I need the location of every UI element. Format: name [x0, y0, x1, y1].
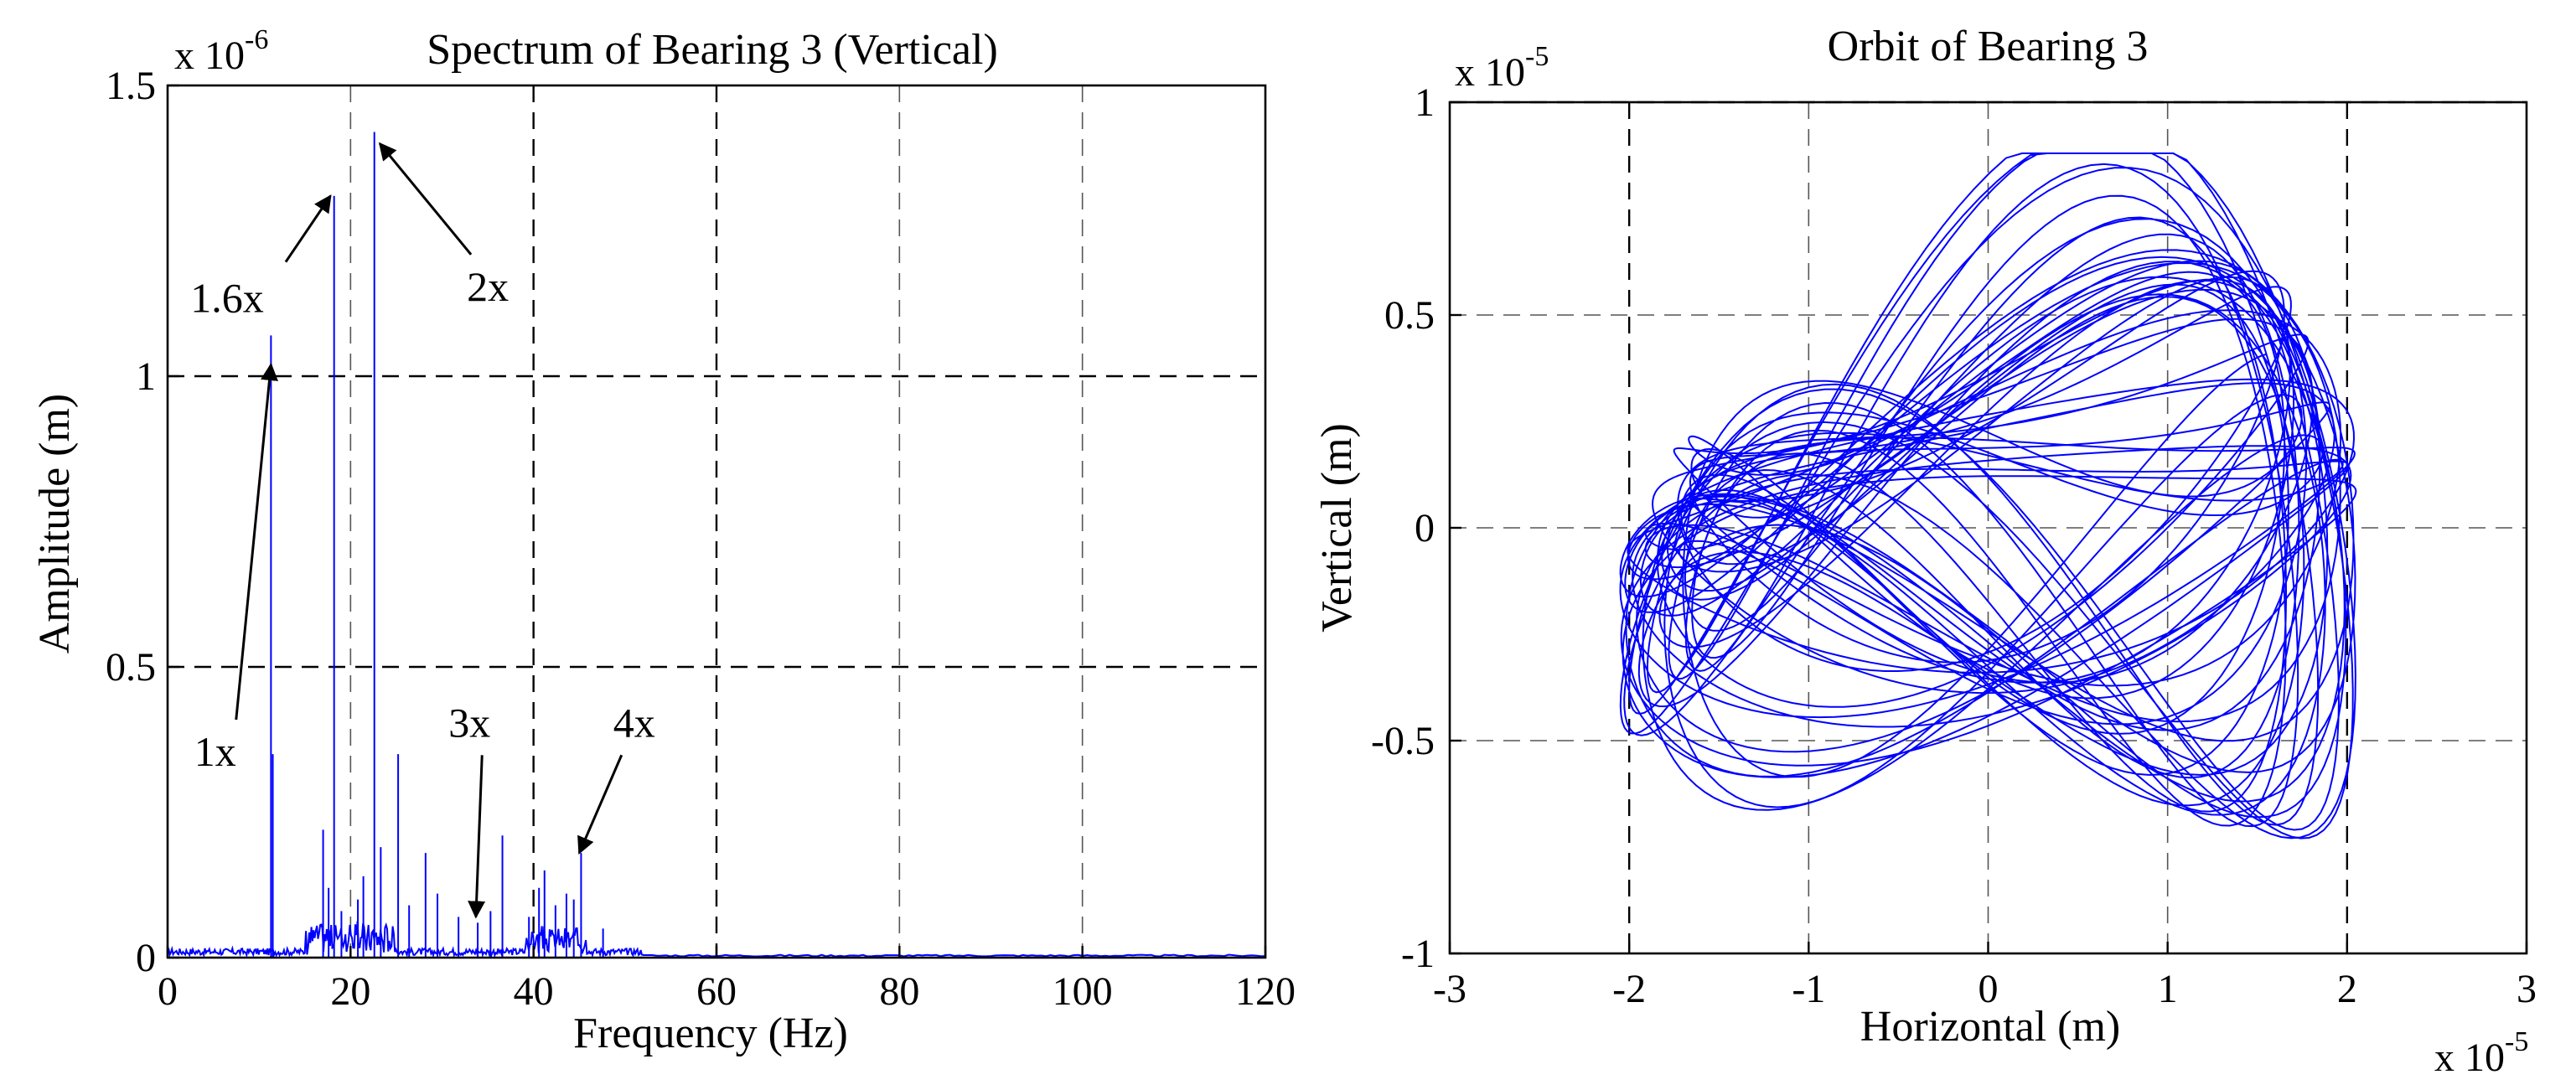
y-tick-label: 1 — [136, 354, 156, 399]
spectrum-title: Spectrum of Bearing 3 (Vertical) — [427, 26, 998, 74]
x-tick-label: 0 — [1979, 967, 1999, 1011]
orbit-title: Orbit of Bearing 3 — [1828, 23, 2149, 70]
y-exponent-label: x 10-6 — [174, 24, 268, 78]
spectrum-y-axis-label: Amplitude (m) — [31, 394, 79, 654]
x-tick-label: 100 — [1053, 969, 1113, 1014]
x-tick-label: 3 — [2517, 967, 2537, 1011]
spectrum-noise-line — [167, 921, 1265, 958]
y-exponent-label: x 10-5 — [1455, 41, 1549, 95]
orbit-chart: -3 -2 -1 0 1 2 3 -1 -0.5 0 0.5 1 x 10-5 x 10-5 Orbit o… — [1313, 23, 2537, 1080]
orbit-trace — [1619, 152, 2357, 839]
x-tick-label: 20 — [330, 969, 370, 1014]
spectrum-chart: 0 20 40 60 80 100 120 0 0.5 1 1.5 x 10-6 Spectrum of… — [31, 24, 1296, 1057]
x-tick-label: 1 — [2158, 967, 2178, 1011]
x-tick-label: 2 — [2337, 967, 2357, 1011]
annotation-label: 3x — [448, 699, 490, 746]
y-tick-label: 0 — [136, 936, 156, 980]
annotation-arrow — [235, 363, 278, 721]
annotation-arrow — [284, 194, 332, 263]
annotation-arrow — [378, 142, 473, 256]
annotation-arrow — [577, 754, 623, 855]
spectrum-x-axis-label: Frequency (Hz) — [573, 1010, 848, 1057]
y-tick-label: 1 — [1415, 80, 1435, 125]
y-tick-label: -1 — [1401, 932, 1435, 976]
annotation-arrow — [468, 755, 486, 919]
orbit-y-axis-label: Vertical (m) — [1313, 423, 1361, 633]
annotation-label: 1.6x — [190, 275, 264, 322]
orbit-x-axis-label: Horizontal (m) — [1860, 1003, 2120, 1051]
y-tick-label: 0.5 — [106, 645, 156, 690]
annotation-label: 4x — [613, 699, 655, 746]
y-tick-label: -0.5 — [1371, 719, 1435, 763]
x-tick-label: -1 — [1792, 967, 1825, 1011]
x-tick-label: -2 — [1612, 967, 1646, 1011]
y-tick-label: 1.5 — [106, 64, 156, 108]
x-tick-label: 40 — [514, 969, 554, 1014]
x-exponent-label: x 10-5 — [2434, 1026, 2528, 1080]
x-tick-label: 60 — [696, 969, 737, 1014]
annotation-label: 1x — [194, 728, 236, 775]
y-tick-label: 0.5 — [1384, 293, 1435, 338]
x-tick-label: -3 — [1433, 967, 1466, 1011]
x-tick-label: 0 — [158, 969, 178, 1014]
x-tick-label: 80 — [879, 969, 919, 1014]
x-tick-label: 120 — [1235, 969, 1296, 1014]
annotation-label: 2x — [467, 263, 509, 310]
y-tick-label: 0 — [1415, 506, 1435, 550]
